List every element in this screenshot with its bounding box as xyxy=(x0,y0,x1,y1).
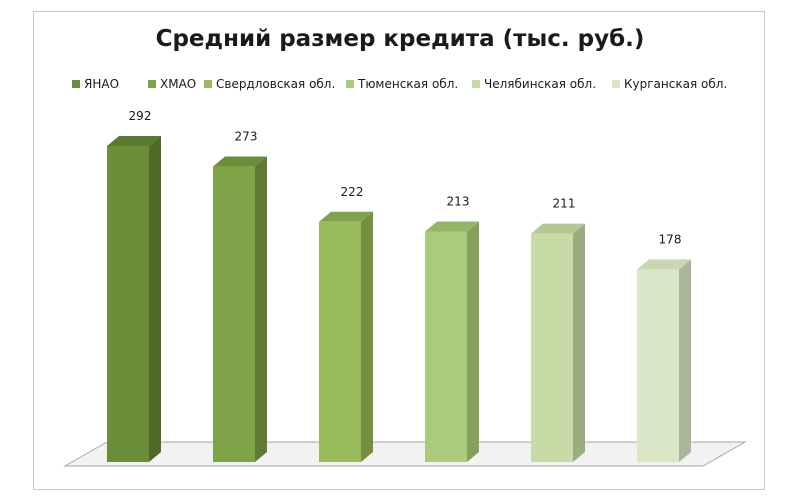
bar-5 xyxy=(637,269,679,462)
bar-2 xyxy=(319,221,361,462)
data-label-0: 292 xyxy=(129,109,152,123)
bar-1 xyxy=(213,166,255,462)
legend-swatch-chelyabinsk xyxy=(472,80,480,88)
legend-label-chelyabinsk: Челябинская обл. xyxy=(484,77,597,91)
bar-side-3 xyxy=(467,221,479,462)
data-label-2: 222 xyxy=(341,185,364,199)
legend-swatch-tyumen xyxy=(346,80,354,88)
bar-top-2 xyxy=(319,211,373,222)
bar-0 xyxy=(107,146,149,462)
legend-swatch-yanao xyxy=(72,80,80,88)
legend-label-kurgan: Курганская обл. xyxy=(624,77,728,91)
bar-top-1 xyxy=(213,156,267,167)
bar-side-5 xyxy=(679,259,691,462)
bar-top-3 xyxy=(425,221,479,232)
legend-swatch-sverdlovsk xyxy=(204,80,212,88)
data-label-5: 178 xyxy=(659,232,682,246)
data-label-3: 213 xyxy=(447,194,470,208)
bar-top-0 xyxy=(107,136,161,146)
legend-label-hmao: ХМАО xyxy=(160,77,197,91)
legend-swatch-kurgan xyxy=(612,80,620,88)
bar-side-2 xyxy=(361,211,373,462)
legend-label-tyumen: Тюменская обл. xyxy=(358,77,459,91)
bar-4 xyxy=(531,233,573,462)
chart-title: Средний размер кредита (тыс. руб.) xyxy=(155,26,645,52)
legend-label-sverdlovsk: Свердловская обл. xyxy=(216,77,336,91)
legend: ЯНАО ХМАО Свердловская обл. Тюменская об… xyxy=(72,76,752,92)
bar-side-1 xyxy=(255,156,267,462)
data-label-1: 273 xyxy=(235,130,258,144)
bar-side-0 xyxy=(149,136,161,462)
legend-label-yanao: ЯНАО xyxy=(84,77,120,91)
data-label-4: 211 xyxy=(553,197,576,211)
bar-top-5 xyxy=(637,259,691,270)
bar-top-4 xyxy=(531,223,585,234)
bar-side-4 xyxy=(573,223,585,462)
bar-3 xyxy=(425,231,467,462)
legend-swatch-hmao xyxy=(148,80,156,88)
